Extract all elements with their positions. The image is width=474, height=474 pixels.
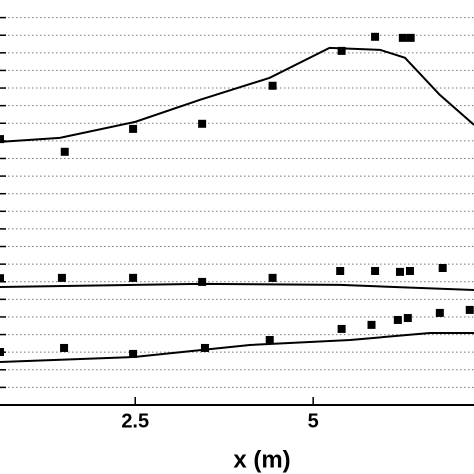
marker	[405, 266, 414, 275]
marker	[398, 33, 407, 42]
marker	[337, 324, 346, 333]
marker	[0, 347, 4, 356]
marker	[367, 320, 376, 329]
marker	[0, 274, 4, 283]
marker	[0, 135, 4, 144]
x-tick-label: 2.5	[121, 410, 149, 432]
marker	[198, 277, 207, 286]
marker	[403, 314, 412, 323]
marker	[60, 343, 69, 352]
line	[0, 331, 474, 364]
line	[0, 46, 474, 143]
marker	[371, 266, 380, 275]
marker	[395, 267, 404, 276]
marker	[57, 273, 66, 282]
marker	[265, 336, 274, 345]
marker	[129, 349, 138, 358]
marker	[200, 343, 209, 352]
x-tick-label: 5	[308, 410, 319, 432]
marker	[198, 119, 207, 128]
x-axis-label: x (m)	[233, 446, 290, 473]
marker	[60, 147, 69, 156]
marker	[406, 33, 415, 42]
marker	[438, 264, 447, 273]
line	[0, 282, 474, 292]
marker	[129, 273, 138, 282]
marker	[129, 124, 138, 133]
marker	[393, 315, 402, 324]
marker	[435, 308, 444, 317]
marker	[371, 32, 380, 41]
marker	[336, 266, 345, 275]
marker	[268, 273, 277, 282]
marker	[337, 46, 346, 55]
marker	[268, 81, 277, 90]
marker	[465, 305, 474, 314]
